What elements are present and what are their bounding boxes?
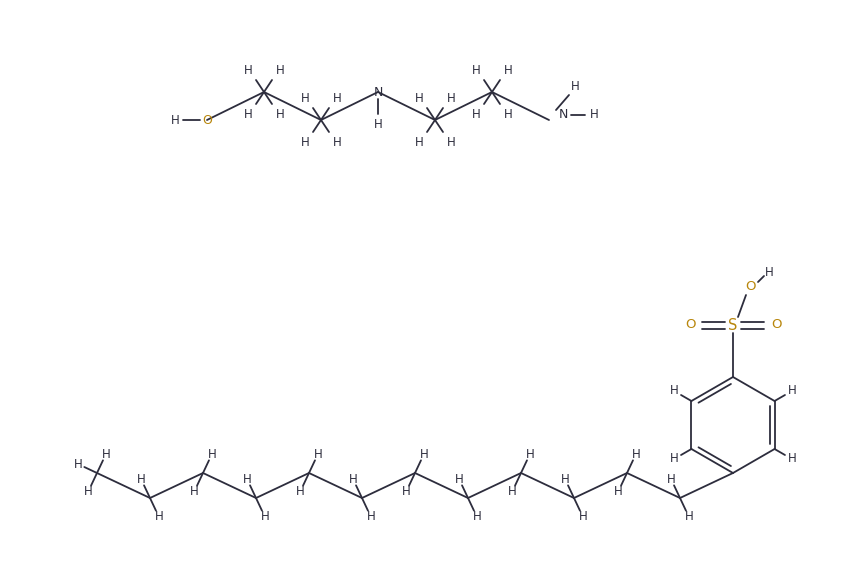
Text: N: N [559,109,568,121]
Text: H: H [155,511,164,523]
Text: H: H [275,108,284,121]
Text: H: H [275,63,284,76]
Text: H: H [190,485,198,499]
Text: S: S [728,317,738,332]
Text: H: H [507,485,516,499]
Text: H: H [455,473,463,485]
Text: H: H [787,385,796,397]
Text: H: H [301,136,309,148]
Text: H: H [420,447,429,461]
Text: O: O [685,319,695,332]
Text: H: H [333,91,341,105]
Text: H: H [614,485,623,499]
Text: H: H [415,91,423,105]
Text: H: H [301,91,309,105]
Text: H: H [101,447,110,461]
Text: H: H [243,63,252,76]
Text: H: H [366,511,375,523]
Text: O: O [771,319,781,332]
Text: H: H [261,511,269,523]
Text: H: H [560,473,570,485]
Text: H: H [631,447,640,461]
Text: H: H [243,108,252,121]
Text: H: H [590,109,598,121]
Text: H: H [137,473,145,485]
Text: H: H [349,473,358,485]
Text: O: O [746,281,756,293]
Text: H: H [295,485,305,499]
Text: N: N [373,86,383,98]
Text: H: H [373,117,383,131]
Text: H: H [208,447,216,461]
Text: H: H [578,511,587,523]
Text: H: H [333,136,341,148]
Text: H: H [504,63,513,76]
Text: H: H [571,79,579,93]
Text: H: H [242,473,251,485]
Text: H: H [787,453,796,466]
Text: H: H [415,136,423,148]
Text: H: H [84,485,93,499]
Text: H: H [685,511,694,523]
Text: H: H [171,113,179,126]
Text: H: H [669,385,678,397]
Text: H: H [765,266,773,279]
Text: H: H [74,458,82,470]
Text: H: H [667,473,675,485]
Text: H: H [504,108,513,121]
Text: H: H [447,91,456,105]
Text: H: H [402,485,410,499]
Text: H: H [447,136,456,148]
Text: H: H [473,511,481,523]
Text: H: H [472,108,481,121]
Text: H: H [669,453,678,466]
Text: H: H [472,63,481,76]
Text: H: H [313,447,322,461]
Text: H: H [526,447,534,461]
Text: O: O [202,113,212,126]
